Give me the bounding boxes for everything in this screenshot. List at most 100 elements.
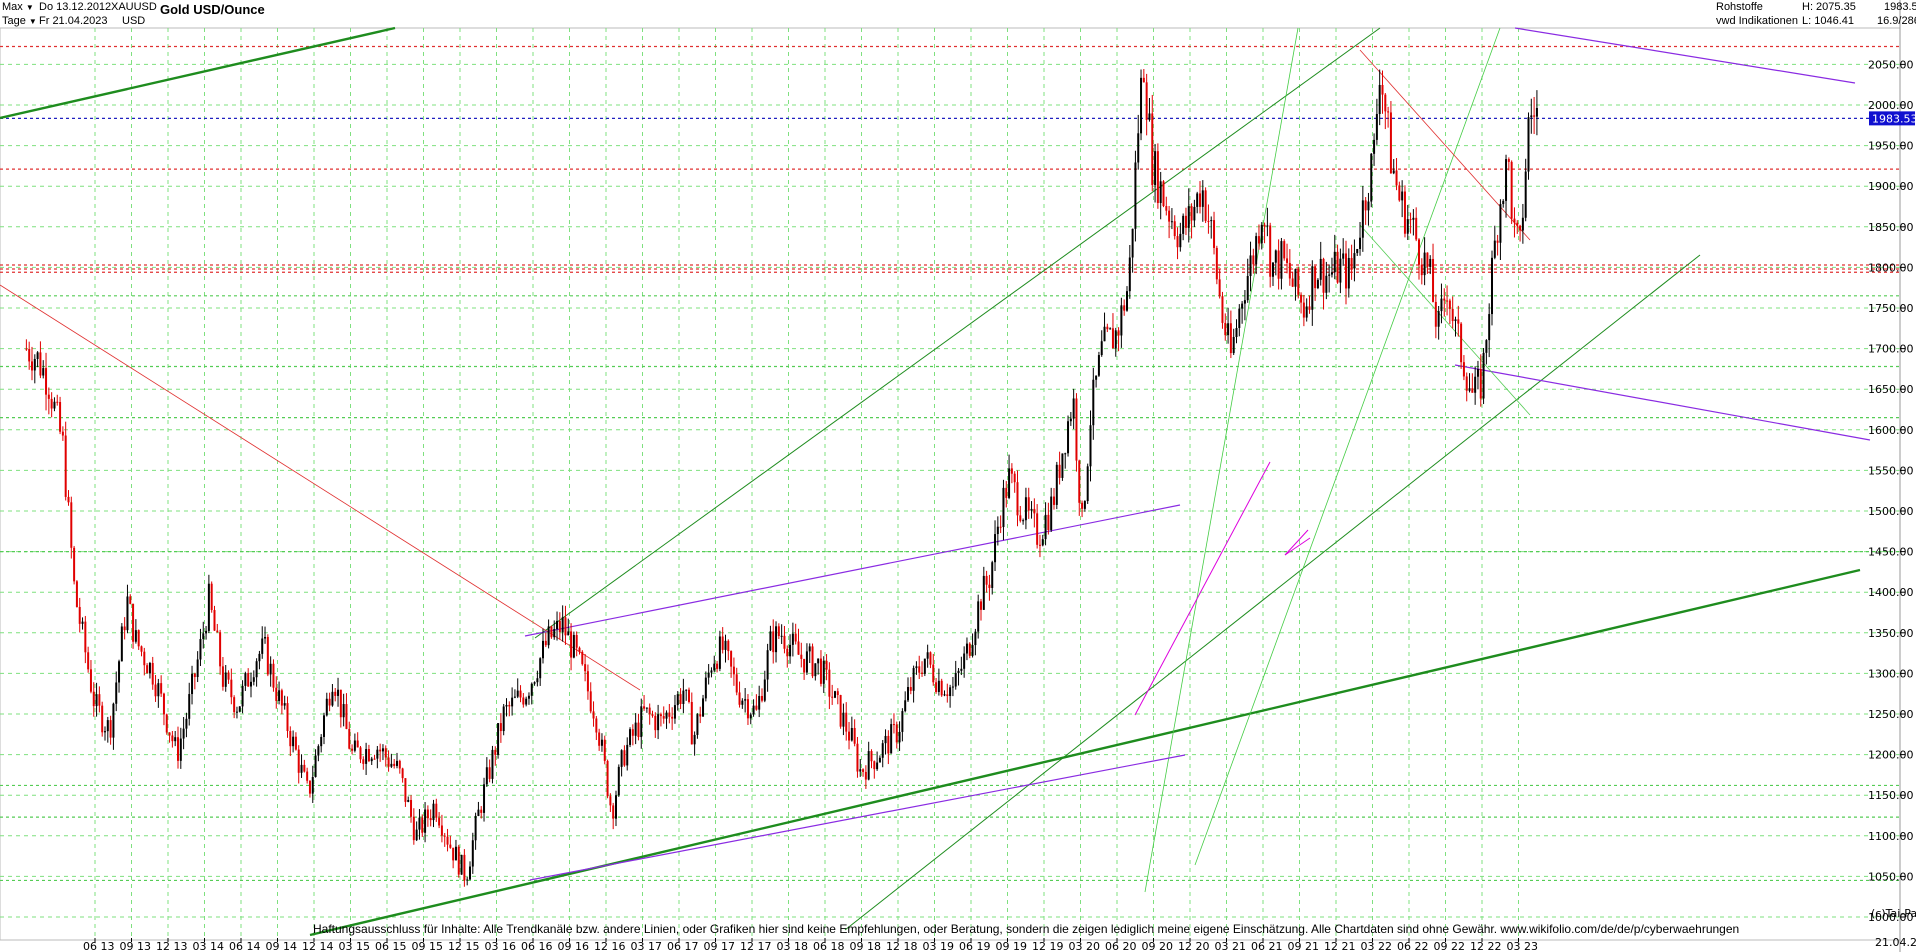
interval-selector[interactable]: Tage ▼ xyxy=(2,15,37,27)
candle-body xyxy=(890,724,893,754)
candle-body xyxy=(1193,206,1196,221)
candle-body xyxy=(249,681,252,687)
y-tick-label: 1050.00 xyxy=(1868,870,1914,883)
candle-body xyxy=(432,803,435,821)
candle-body xyxy=(1288,262,1291,279)
trend-line xyxy=(844,254,1701,931)
candle-body xyxy=(286,703,289,731)
candle-body xyxy=(1117,330,1120,336)
y-tick-label: 1150.00 xyxy=(1868,789,1914,802)
candle-body xyxy=(1232,337,1235,354)
candle-body xyxy=(1266,225,1269,227)
candle-body xyxy=(564,617,567,636)
candle-body xyxy=(1395,170,1398,186)
horizontal-levels xyxy=(0,45,1900,882)
candle-body xyxy=(856,743,859,772)
candle-body xyxy=(850,727,853,741)
x-tick-label: 12 20 xyxy=(1178,940,1210,952)
candle-body xyxy=(1490,257,1493,315)
candle-body xyxy=(92,691,95,707)
candle-body xyxy=(1145,82,1148,120)
candle-body xyxy=(387,757,390,767)
candle-body xyxy=(1162,181,1165,207)
chevron-down-icon: ▼ xyxy=(25,3,34,12)
candle-body xyxy=(859,769,862,772)
candle-body xyxy=(718,636,721,669)
candle-body xyxy=(741,700,744,705)
candle-body xyxy=(556,620,559,630)
candle-body xyxy=(1027,497,1030,511)
candle-body xyxy=(353,740,356,751)
candle-body xyxy=(1462,362,1465,377)
last-value: 1983.53 xyxy=(1884,1,1916,13)
y-tick-label: 1600.00 xyxy=(1868,424,1914,437)
candle-body xyxy=(398,760,401,769)
candle-body xyxy=(862,769,865,772)
candle-body xyxy=(193,673,196,678)
x-tick-label: 06 15 xyxy=(375,940,407,952)
candle-body xyxy=(28,348,31,362)
candle-body xyxy=(1078,460,1081,503)
candle-body xyxy=(665,712,668,719)
candle-body xyxy=(412,816,415,841)
x-tick-label: 09 15 xyxy=(412,940,444,952)
candle-body xyxy=(89,669,92,692)
candle-body xyxy=(120,626,123,662)
candle-body xyxy=(1426,252,1429,267)
candle-body xyxy=(1302,302,1305,318)
candle-body xyxy=(539,658,542,679)
candle-body xyxy=(1398,185,1401,201)
candle-body xyxy=(732,666,735,675)
candle-body xyxy=(1392,170,1395,174)
candle-body xyxy=(1008,468,1011,498)
candle-body xyxy=(1187,206,1190,228)
candle-body xyxy=(1154,151,1157,186)
candle-body xyxy=(129,596,132,604)
candle-body xyxy=(485,767,488,785)
candle-body xyxy=(1182,215,1185,234)
candle-body xyxy=(1384,94,1387,112)
candle-body xyxy=(996,526,999,535)
candle-body xyxy=(822,660,825,684)
disclaimer-text: Haftungsausschluss für Inhalte: Alle Tre… xyxy=(313,922,1739,936)
candle-body xyxy=(1510,161,1513,219)
candle-body xyxy=(64,435,67,497)
candle-body xyxy=(275,687,278,701)
candle-body xyxy=(317,746,320,756)
candle-body xyxy=(351,748,354,751)
candle-body xyxy=(645,707,648,709)
candle-body xyxy=(763,679,766,701)
candle-body xyxy=(1420,264,1423,276)
candle-body xyxy=(1479,369,1482,399)
candle-body xyxy=(553,629,556,638)
candle-body xyxy=(710,670,713,673)
interval-label: Tage xyxy=(2,15,26,27)
candle-body xyxy=(320,736,323,747)
candle-body xyxy=(205,630,208,634)
candle-body xyxy=(1524,171,1527,218)
candle-body xyxy=(932,664,935,683)
x-tick-label: 09 17 xyxy=(704,940,736,952)
candle-body xyxy=(1325,275,1328,293)
range-selector[interactable]: Max ▼ xyxy=(2,1,34,13)
candle-body xyxy=(1271,262,1274,277)
candle-body xyxy=(544,640,547,646)
candle-body xyxy=(160,683,163,694)
plot-frame xyxy=(0,27,1901,941)
candle-body xyxy=(59,402,62,432)
candle-body xyxy=(1184,215,1187,228)
candle-body xyxy=(985,575,988,585)
candle-body xyxy=(373,758,376,760)
candle-body xyxy=(1336,251,1339,283)
y-tick-label: 2050.00 xyxy=(1868,58,1914,71)
candle-body xyxy=(252,677,255,682)
candle-body xyxy=(401,768,404,779)
candle-body xyxy=(1274,250,1277,263)
trend-line xyxy=(534,27,1381,639)
candle-body xyxy=(915,666,918,669)
candle-body xyxy=(33,358,36,371)
source-label: vwd Indikationen xyxy=(1716,15,1798,27)
candle-body xyxy=(974,631,977,646)
candle-body xyxy=(1142,77,1145,83)
candle-body xyxy=(1128,257,1131,292)
